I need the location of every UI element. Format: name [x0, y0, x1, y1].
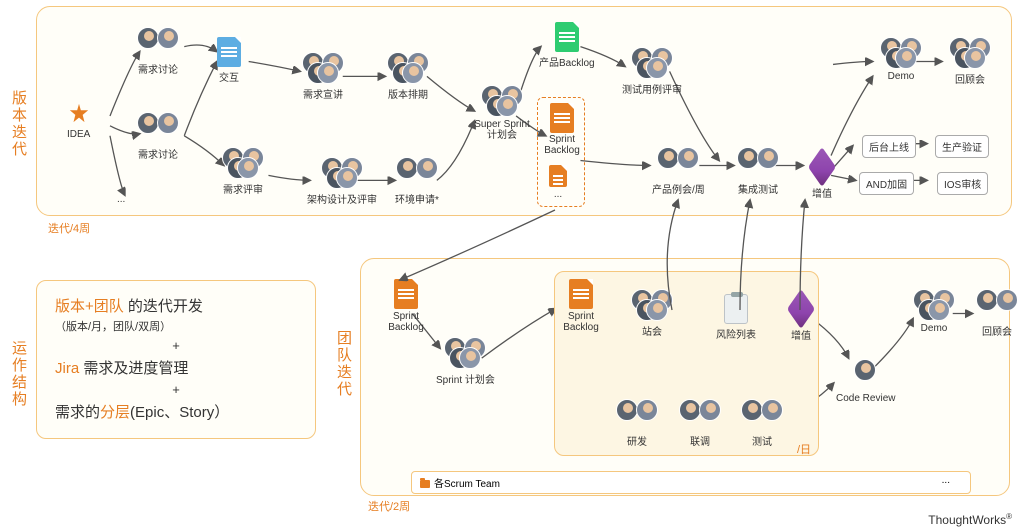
- node-ver-schedule: 版本排期: [387, 52, 429, 101]
- box-ios-review: IOS审核: [937, 172, 988, 195]
- scrum-team-bar: 各Scrum Team ...: [411, 471, 971, 494]
- node-idea: IDEA: [67, 102, 90, 140]
- section-label-team: 团队迭代: [333, 330, 354, 398]
- node-req-present: 需求宣讲: [302, 52, 344, 101]
- section-label-version: 版本迭代: [8, 90, 29, 158]
- tag-team: 迭代/2周: [368, 498, 410, 514]
- box-and-hardening: AND加固: [859, 172, 914, 195]
- node-prod-meeting: 产品例会/周: [652, 147, 705, 196]
- infobox-line1: 版本+团队 的迭代开发: [55, 295, 297, 316]
- box-prod-verify: 生产验证: [935, 135, 989, 158]
- node-sprint-backlog3: Sprint Backlog: [561, 279, 601, 333]
- node-req-disc2: 需求讨论: [137, 112, 179, 161]
- infobox-plus2: +: [55, 382, 297, 397]
- infobox-line1-sub: （版本/月，团队/双周）: [55, 318, 297, 334]
- node-dev: 研发: [616, 399, 658, 448]
- node-code-review: Code Review: [836, 359, 895, 404]
- node-increment1: 增值: [810, 155, 834, 200]
- node-demo2: Demo: [913, 289, 955, 334]
- node-ellipsis2: ...: [549, 165, 567, 200]
- infobox-ops: 版本+团队 的迭代开发 （版本/月，团队/双周） + Jira 需求及进度管理 …: [36, 280, 316, 439]
- node-test-review: 测试用例评审: [622, 47, 682, 96]
- panel-team: Sprint Backlog Sprint 计划会 Sprint Backlog…: [360, 258, 1010, 496]
- node-req-review: 需求评审: [222, 147, 264, 196]
- infobox-plus1: +: [55, 338, 297, 353]
- node-increment2: 增值: [789, 297, 813, 342]
- infobox-line2: Jira 需求及进度管理: [55, 357, 297, 378]
- panel-version: IDEA 需求讨论 需求讨论 ... 交互 需求评审 需求宣讲 架构设计及评审 …: [36, 6, 1012, 216]
- node-sprint-plan: Sprint 计划会: [436, 337, 495, 386]
- node-sprint-backlog1: Sprint Backlog: [542, 103, 582, 156]
- section-label-ops: 运作结构: [8, 340, 29, 408]
- node-retro2: 回顾会: [976, 289, 1018, 338]
- box-backend-online: 后台上线: [862, 135, 916, 158]
- node-super-sprint: Super Sprint计划会: [472, 85, 532, 141]
- node-test: 测试: [741, 399, 783, 448]
- tag-version: 迭代/4周: [48, 220, 90, 236]
- node-sprint-backlog2: Sprint Backlog: [386, 279, 426, 333]
- node-prod-backlog: 产品Backlog: [539, 22, 595, 69]
- folder-icon: [420, 480, 430, 488]
- footer-brand: ThoughtWorks®: [928, 512, 1012, 527]
- node-req-disc1: 需求讨论: [137, 27, 179, 76]
- tag-daily: /日: [797, 441, 811, 457]
- infobox-line3: 需求的分层(Epic、Story）: [55, 401, 297, 422]
- node-risk-list: 风险列表: [716, 294, 756, 341]
- node-integ-test: 集成测试: [737, 147, 779, 196]
- node-interact: 交互: [217, 37, 241, 84]
- node-standup: 站会: [631, 289, 673, 338]
- node-demo1: Demo: [880, 37, 922, 82]
- node-env: 环境申请*: [395, 157, 439, 206]
- node-ellipsis1: ...: [117, 192, 125, 205]
- node-arch: 架构设计及评审: [307, 157, 377, 206]
- node-retro1: 回顾会: [949, 37, 991, 86]
- node-joint: 联调: [679, 399, 721, 448]
